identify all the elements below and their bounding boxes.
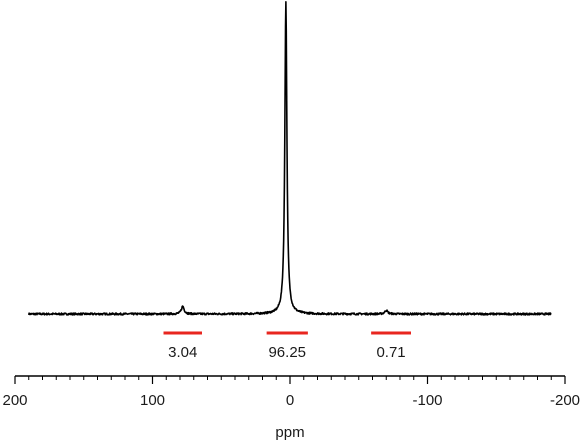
x-tick-label: 200 (2, 392, 27, 409)
integral-label: 96.25 (268, 344, 306, 361)
x-tick-label: -100 (412, 392, 442, 409)
x-axis-title: ppm (275, 424, 304, 441)
x-axis: 200 100 0 -100 -200 (2, 375, 580, 409)
x-tick-label: -200 (550, 392, 580, 409)
integrals-layer: 3.04 96.25 0.71 (163, 331, 411, 361)
spectrum-line (27, 1, 552, 316)
x-tick-label: 100 (140, 392, 165, 409)
spectrum-layer (27, 1, 552, 316)
integral-label: 0.71 (376, 344, 405, 361)
integral-label: 3.04 (168, 344, 197, 361)
x-tick-label: 0 (286, 392, 294, 409)
